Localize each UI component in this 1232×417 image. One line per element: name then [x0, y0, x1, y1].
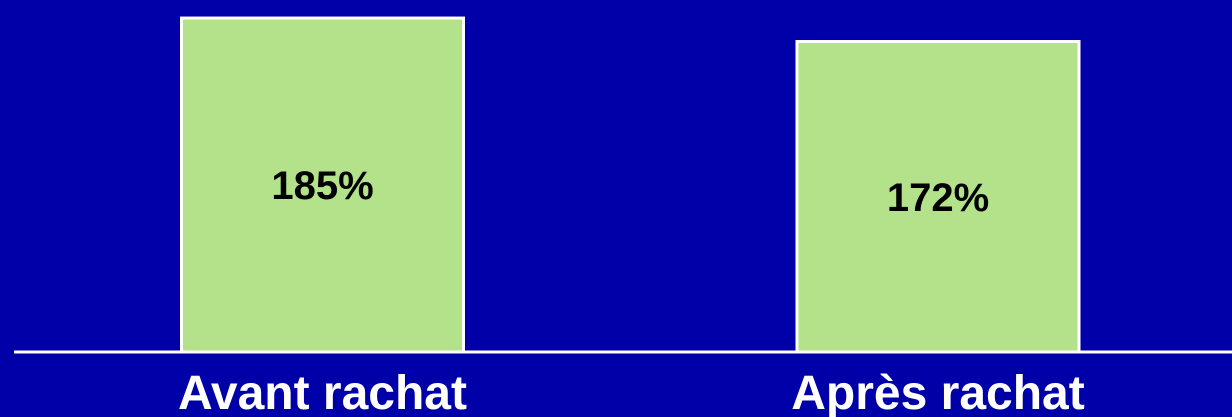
- category-label: Avant rachat: [178, 367, 467, 417]
- bars-layer: [180, 16, 1081, 354]
- labels-layer: 185% Avant rachat 172% Après rachat: [178, 164, 1085, 417]
- bar: [795, 40, 1081, 354]
- bar-value-label: 172%: [887, 176, 989, 220]
- bar-value-label: 185%: [271, 164, 373, 208]
- category-label: Après rachat: [791, 367, 1084, 417]
- bar: [180, 16, 465, 354]
